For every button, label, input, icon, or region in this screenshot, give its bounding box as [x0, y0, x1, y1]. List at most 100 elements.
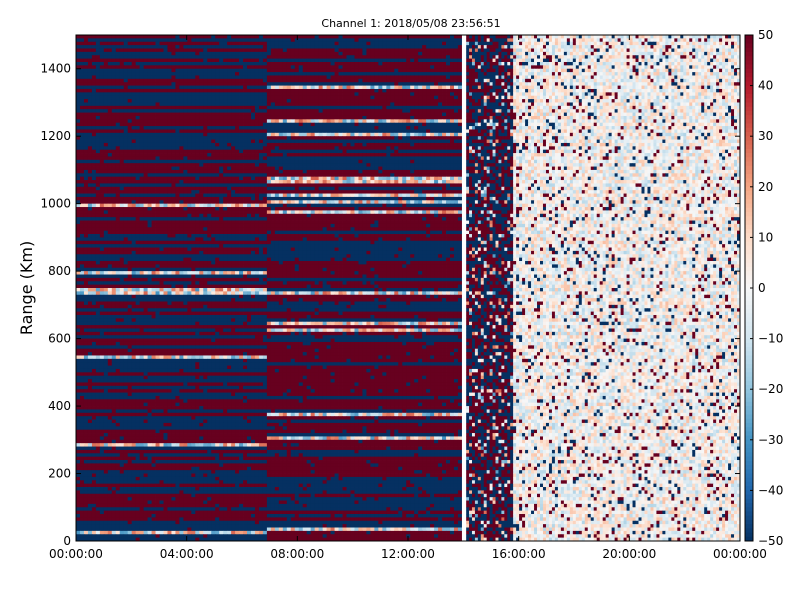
heat-cell — [104, 86, 108, 90]
heat-cell — [255, 140, 259, 144]
heat-cell — [183, 119, 187, 123]
heat-cell — [243, 281, 247, 285]
heat-cell — [203, 194, 207, 198]
heat-cell — [215, 369, 219, 373]
heat-cell — [167, 55, 171, 59]
heat-cell — [215, 376, 219, 380]
heat-cell — [120, 248, 124, 252]
heat-cell — [164, 271, 168, 275]
heat-cell — [100, 335, 104, 339]
heat-cell — [124, 42, 128, 46]
heat-cell — [120, 237, 124, 241]
heat-cell — [164, 156, 168, 160]
heat-cell — [195, 366, 199, 370]
heat-cell — [203, 352, 207, 356]
heat-cell — [92, 187, 96, 191]
heat-cell — [100, 210, 104, 214]
heat-cell — [164, 248, 168, 252]
heat-cell — [191, 231, 195, 235]
heat-cell — [179, 136, 183, 140]
heat-cell — [239, 251, 243, 255]
heat-cell — [259, 352, 263, 356]
heat-cell — [251, 69, 255, 73]
heat-cell — [164, 335, 168, 339]
heat-cell — [227, 345, 231, 349]
heat-cell — [120, 318, 124, 322]
heat-cell — [128, 170, 132, 174]
heat-cell — [144, 210, 148, 214]
heat-cell — [191, 45, 195, 49]
heat-cell — [140, 298, 144, 302]
heat-cell — [116, 150, 120, 154]
heat-cell — [160, 150, 164, 154]
heat-cell — [191, 264, 195, 268]
heat-cell — [112, 352, 116, 356]
heat-cell — [104, 305, 108, 309]
heat-cell — [124, 177, 128, 181]
heat-cell — [235, 72, 239, 76]
heat-cell — [219, 224, 223, 228]
heat-cell — [243, 318, 247, 322]
heat-cell — [191, 207, 195, 211]
heat-cell — [239, 48, 243, 52]
heat-cell — [231, 332, 235, 336]
heat-cell — [160, 224, 164, 228]
heat-cell — [227, 355, 231, 359]
heat-cell — [116, 69, 120, 73]
heat-cell — [124, 210, 128, 214]
heat-cell — [108, 126, 112, 130]
heat-cell — [175, 315, 179, 319]
heat-cell — [104, 146, 108, 150]
heat-cell — [263, 315, 267, 319]
heat-cell — [120, 379, 124, 383]
heat-cell — [128, 376, 132, 380]
heat-cell — [183, 48, 187, 52]
heat-cell — [235, 308, 239, 312]
heat-cell — [211, 167, 215, 171]
heat-cell — [227, 318, 231, 322]
heat-cell — [239, 136, 243, 140]
heat-cell — [191, 126, 195, 130]
heat-cell — [167, 119, 171, 123]
heat-cell — [183, 99, 187, 103]
heat-cell — [227, 207, 231, 211]
heat-cell — [171, 200, 175, 204]
heat-cell — [235, 366, 239, 370]
heat-cell — [116, 369, 120, 373]
heat-cell — [167, 86, 171, 90]
heat-cell — [203, 72, 207, 76]
heat-cell — [160, 167, 164, 171]
heat-cell — [132, 231, 136, 235]
heat-cell — [84, 160, 88, 164]
heat-cell — [199, 231, 203, 235]
heat-cell — [231, 258, 235, 262]
heat-cell — [219, 328, 223, 332]
heat-cell — [120, 92, 124, 96]
heat-cell — [251, 86, 255, 90]
heat-cell — [167, 227, 171, 231]
heat-cell — [167, 48, 171, 52]
heat-cell — [239, 244, 243, 248]
heat-cell — [215, 301, 219, 305]
heat-cell — [183, 129, 187, 133]
heat-cell — [167, 298, 171, 302]
heat-cell — [227, 244, 231, 248]
heat-cell — [108, 332, 112, 336]
heat-cell — [164, 369, 168, 373]
heat-cell — [80, 42, 84, 46]
heat-cell — [160, 268, 164, 272]
heat-cell — [167, 102, 171, 106]
heat-cell — [148, 342, 152, 346]
heat-cell — [136, 163, 140, 167]
heat-cell — [263, 214, 267, 218]
heat-cell — [148, 285, 152, 289]
heat-cell — [219, 285, 223, 289]
heat-cell — [120, 366, 124, 370]
heat-cell — [247, 160, 251, 164]
heat-cell — [239, 180, 243, 184]
heat-cell — [179, 143, 183, 147]
heat-cell — [227, 342, 231, 346]
heat-cell — [148, 355, 152, 359]
heat-cell — [183, 278, 187, 282]
heat-cell — [76, 197, 80, 201]
